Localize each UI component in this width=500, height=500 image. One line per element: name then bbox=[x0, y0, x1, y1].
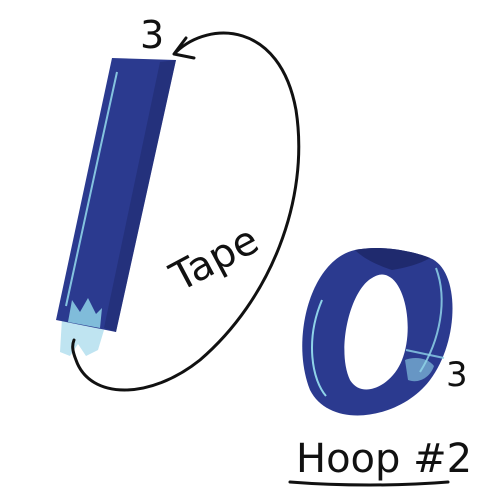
strip-tape-end bbox=[60, 318, 104, 356]
top-number-label: 3 bbox=[140, 13, 164, 57]
hoop-caption: Hoop #2 bbox=[296, 436, 472, 482]
hoop-seam bbox=[405, 349, 445, 359]
hoop-number-label: 3 bbox=[446, 355, 468, 395]
strip-body bbox=[56, 58, 176, 332]
strip-highlight bbox=[65, 71, 118, 307]
strip-tape-zigzag bbox=[68, 298, 102, 328]
hoop-tape-patch bbox=[405, 358, 434, 382]
curved-arrow-icon bbox=[71, 31, 301, 392]
hoop-top-band bbox=[355, 247, 430, 270]
arrow-head bbox=[172, 36, 196, 60]
fabric-strip-icon bbox=[56, 58, 176, 356]
caption-underline bbox=[288, 480, 450, 487]
hoop-inner bbox=[344, 274, 408, 390]
arrow-curve bbox=[71, 31, 301, 392]
strip-edge bbox=[104, 60, 176, 332]
tape-label: Tape bbox=[162, 217, 266, 301]
hoop-highlight-left bbox=[311, 299, 327, 397]
hoop-ring-icon bbox=[302, 247, 453, 416]
